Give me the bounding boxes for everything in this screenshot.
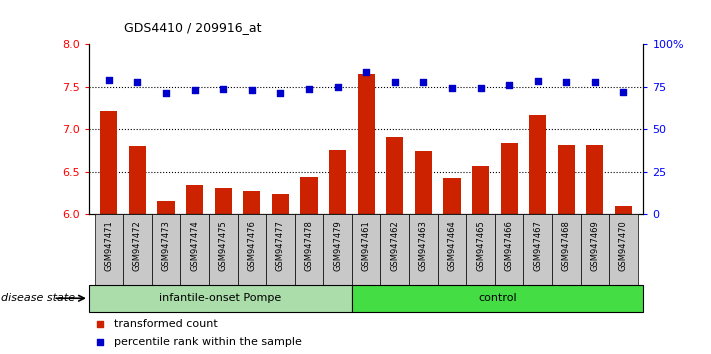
Text: GSM947467: GSM947467 <box>533 220 542 271</box>
Text: GSM947475: GSM947475 <box>219 220 228 270</box>
Text: GSM947471: GSM947471 <box>105 220 113 270</box>
Bar <box>472 166 489 214</box>
Bar <box>186 185 203 214</box>
Bar <box>615 206 632 214</box>
Text: GSM947468: GSM947468 <box>562 220 571 271</box>
Text: GSM947473: GSM947473 <box>161 220 171 271</box>
Point <box>532 78 543 84</box>
Bar <box>100 112 117 214</box>
Point <box>304 86 315 92</box>
Point <box>274 90 286 96</box>
Point <box>103 77 114 83</box>
Text: GSM947479: GSM947479 <box>333 220 342 270</box>
Bar <box>358 74 375 214</box>
Bar <box>351 285 643 312</box>
Bar <box>215 188 232 214</box>
Bar <box>409 214 438 285</box>
Point <box>132 80 143 85</box>
Point <box>560 80 572 85</box>
Text: GSM947478: GSM947478 <box>304 220 314 271</box>
Point <box>589 80 601 85</box>
Text: GSM947472: GSM947472 <box>133 220 142 270</box>
Point <box>389 80 400 85</box>
Point <box>475 85 486 90</box>
Bar <box>557 145 575 214</box>
Point <box>246 87 257 93</box>
Text: GSM947466: GSM947466 <box>505 220 513 271</box>
Text: GSM947470: GSM947470 <box>619 220 628 270</box>
Bar <box>552 214 581 285</box>
Text: GSM947463: GSM947463 <box>419 220 428 271</box>
Point <box>417 79 429 85</box>
Bar <box>501 143 518 214</box>
Bar <box>266 214 294 285</box>
Bar <box>495 214 523 285</box>
Bar <box>294 214 324 285</box>
Bar <box>380 214 409 285</box>
Bar <box>581 214 609 285</box>
Text: percentile rank within the sample: percentile rank within the sample <box>114 337 301 347</box>
Bar <box>209 214 237 285</box>
Text: GSM947462: GSM947462 <box>390 220 400 270</box>
Point <box>189 87 201 93</box>
Point <box>447 86 458 91</box>
Text: GSM947476: GSM947476 <box>247 220 257 271</box>
Text: control: control <box>479 293 517 303</box>
Point <box>360 69 372 75</box>
Text: transformed count: transformed count <box>114 319 218 329</box>
Point <box>332 84 343 90</box>
Bar <box>272 194 289 214</box>
Point <box>218 86 229 92</box>
Bar <box>329 150 346 214</box>
Bar <box>237 214 266 285</box>
Bar <box>129 146 146 214</box>
Text: GSM947477: GSM947477 <box>276 220 285 271</box>
Bar <box>386 137 403 214</box>
Bar <box>95 214 123 285</box>
Bar <box>609 214 638 285</box>
Bar <box>301 177 318 214</box>
Bar <box>523 214 552 285</box>
Bar <box>151 214 181 285</box>
Point <box>161 90 172 96</box>
Bar <box>157 201 175 214</box>
Text: GSM947474: GSM947474 <box>190 220 199 270</box>
Bar <box>123 214 151 285</box>
Bar <box>587 144 604 214</box>
Point <box>618 89 629 95</box>
Bar <box>444 178 461 214</box>
Text: GDS4410 / 209916_at: GDS4410 / 209916_at <box>124 21 262 34</box>
Bar <box>352 214 380 285</box>
Bar <box>466 214 495 285</box>
Text: infantile-onset Pompe: infantile-onset Pompe <box>159 293 282 303</box>
Bar <box>324 214 352 285</box>
Bar <box>415 151 432 214</box>
Bar <box>89 285 351 312</box>
Text: GSM947465: GSM947465 <box>476 220 485 270</box>
Bar <box>438 214 466 285</box>
Point <box>503 82 515 88</box>
Point <box>95 321 106 327</box>
Text: GSM947469: GSM947469 <box>590 220 599 270</box>
Point <box>95 339 106 344</box>
Bar <box>529 115 546 214</box>
Text: disease state: disease state <box>1 293 75 303</box>
Text: GSM947461: GSM947461 <box>362 220 370 270</box>
Bar <box>181 214 209 285</box>
Text: GSM947464: GSM947464 <box>447 220 456 270</box>
Bar <box>243 191 260 214</box>
